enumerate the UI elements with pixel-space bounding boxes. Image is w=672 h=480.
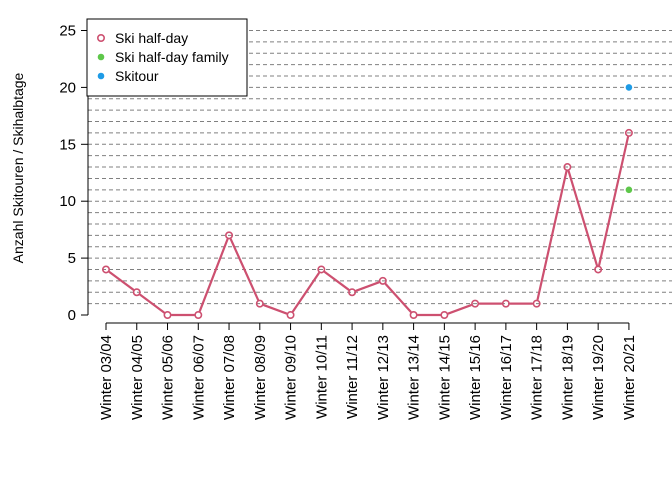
data-point bbox=[194, 310, 203, 319]
x-tick-label: Winter 08/09 bbox=[252, 335, 269, 420]
y-tick-label: 15 bbox=[59, 136, 76, 153]
data-point bbox=[532, 299, 541, 308]
series-line-segment bbox=[536, 170, 568, 301]
data-point bbox=[132, 288, 141, 297]
legend-label: Ski half-day family bbox=[115, 49, 229, 65]
series-line-segment bbox=[291, 272, 320, 313]
y-tick-label: 5 bbox=[68, 250, 76, 267]
data-point bbox=[286, 310, 295, 319]
data-point bbox=[594, 265, 603, 274]
series-line-segment bbox=[567, 170, 598, 267]
data-point bbox=[102, 265, 111, 274]
series-line-segment bbox=[323, 271, 350, 291]
legend-marker bbox=[97, 33, 106, 42]
series-line-segment bbox=[355, 281, 380, 292]
data-point bbox=[378, 276, 387, 285]
x-tick-label: Winter 19/20 bbox=[590, 335, 607, 420]
x-tick-label: Winter 15/16 bbox=[467, 335, 484, 420]
y-tick-label: 0 bbox=[68, 307, 76, 324]
series-line-segment bbox=[598, 136, 630, 267]
series-line-segment bbox=[384, 283, 412, 313]
y-tick-label: 25 bbox=[59, 23, 76, 40]
x-tick-label: Winter 16/17 bbox=[498, 335, 515, 420]
x-tick-label: Winter 12/13 bbox=[375, 335, 392, 420]
legend-box bbox=[86, 18, 248, 97]
series bbox=[102, 84, 633, 319]
x-tick-label: Winter 10/11 bbox=[313, 335, 330, 419]
data-point bbox=[563, 163, 572, 172]
x-tick-label: Winter 04/05 bbox=[129, 335, 146, 420]
series-line-segment bbox=[447, 304, 472, 315]
legend-marker bbox=[97, 53, 105, 61]
x-tick-label: Winter 18/19 bbox=[559, 335, 576, 420]
data-point bbox=[471, 299, 480, 308]
x-tick-label: Winter 14/15 bbox=[436, 335, 453, 420]
series-line-segment bbox=[139, 293, 166, 314]
y-tick-label: 20 bbox=[59, 79, 76, 96]
data-point bbox=[348, 288, 357, 297]
data-point bbox=[163, 310, 172, 319]
series-line-segment bbox=[108, 271, 135, 291]
x-tick-label: Winter 20/21 bbox=[621, 335, 638, 420]
data-point bbox=[317, 265, 326, 274]
data-point bbox=[409, 310, 418, 319]
legend-label: Skitour bbox=[115, 68, 159, 84]
legend-marker bbox=[97, 72, 105, 80]
y-axis-title: Anzahl Skitouren / Skihalbtage bbox=[10, 72, 26, 263]
x-tick-label: Winter 17/18 bbox=[529, 335, 546, 420]
series-line-segment bbox=[229, 238, 260, 301]
data-point bbox=[624, 128, 633, 137]
x-tick-label: Winter 09/10 bbox=[283, 335, 300, 420]
x-tick-label: Winter 07/08 bbox=[221, 335, 238, 420]
x-tick-label: Winter 06/07 bbox=[190, 335, 207, 420]
x-tick-label: Winter 11/12 bbox=[344, 335, 361, 419]
x-tick-label: Winter 03/04 bbox=[98, 335, 115, 420]
axes: 0 5 10 15 20 25 Anzahl Skitouren / Skihalbtage… bbox=[10, 23, 638, 421]
data-point bbox=[255, 299, 264, 308]
data-point bbox=[625, 84, 633, 91]
y-tick-label: 10 bbox=[59, 193, 76, 210]
legend-label: Ski half-day bbox=[115, 30, 188, 46]
data-point bbox=[501, 299, 510, 308]
x-tick-label: Winter 05/06 bbox=[160, 335, 177, 420]
data-point bbox=[440, 310, 449, 319]
data-point bbox=[225, 231, 234, 240]
series-line-segment bbox=[198, 238, 229, 312]
data-point bbox=[625, 186, 633, 194]
series-line-segment bbox=[262, 304, 288, 315]
x-tick-label: Winter 13/14 bbox=[406, 335, 423, 420]
grid-lines bbox=[88, 30, 672, 305]
legend: Ski half-day Ski half-day family Skitour bbox=[86, 18, 248, 97]
